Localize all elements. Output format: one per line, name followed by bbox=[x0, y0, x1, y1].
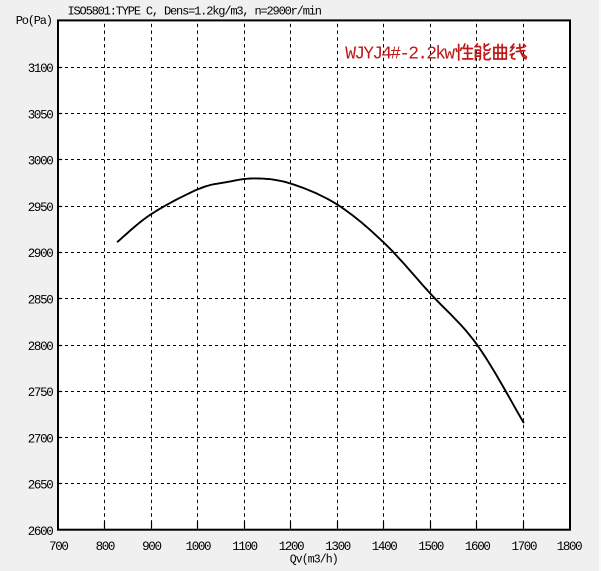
svg-text:800: 800 bbox=[96, 540, 115, 554]
svg-text:Qv(m3/h): Qv(m3/h) bbox=[290, 553, 338, 566]
svg-text:1300: 1300 bbox=[325, 540, 350, 554]
svg-text:1200: 1200 bbox=[279, 540, 304, 554]
svg-text:WJYJ4#-2.2kw: WJYJ4#-2.2kw bbox=[345, 45, 455, 65]
svg-text:2800: 2800 bbox=[28, 340, 53, 354]
svg-text:900: 900 bbox=[142, 540, 161, 554]
svg-text:1600: 1600 bbox=[465, 540, 490, 554]
svg-text:1100: 1100 bbox=[232, 540, 257, 554]
svg-text:ISO5801:TYPE C, Dens=1.2kg/m3,: ISO5801:TYPE C, Dens=1.2kg/m3, n=2900r/m… bbox=[68, 5, 322, 19]
svg-text:1700: 1700 bbox=[511, 540, 536, 554]
svg-text:2700: 2700 bbox=[28, 432, 53, 446]
svg-text:2950: 2950 bbox=[28, 201, 53, 215]
svg-text:2750: 2750 bbox=[28, 386, 53, 400]
svg-text:2600: 2600 bbox=[28, 525, 53, 539]
svg-text:3050: 3050 bbox=[28, 108, 53, 122]
svg-text:3000: 3000 bbox=[28, 155, 53, 169]
svg-text:3100: 3100 bbox=[28, 62, 53, 76]
svg-text:1500: 1500 bbox=[418, 540, 443, 554]
svg-text:700: 700 bbox=[49, 540, 68, 554]
svg-text:1800: 1800 bbox=[557, 540, 582, 554]
svg-text:Po(Pa): Po(Pa) bbox=[16, 14, 52, 28]
svg-text:2650: 2650 bbox=[28, 479, 53, 493]
svg-text:1400: 1400 bbox=[372, 540, 397, 554]
svg-text:1000: 1000 bbox=[186, 540, 211, 554]
svg-text:2900: 2900 bbox=[28, 247, 53, 261]
svg-text:2850: 2850 bbox=[28, 294, 53, 308]
